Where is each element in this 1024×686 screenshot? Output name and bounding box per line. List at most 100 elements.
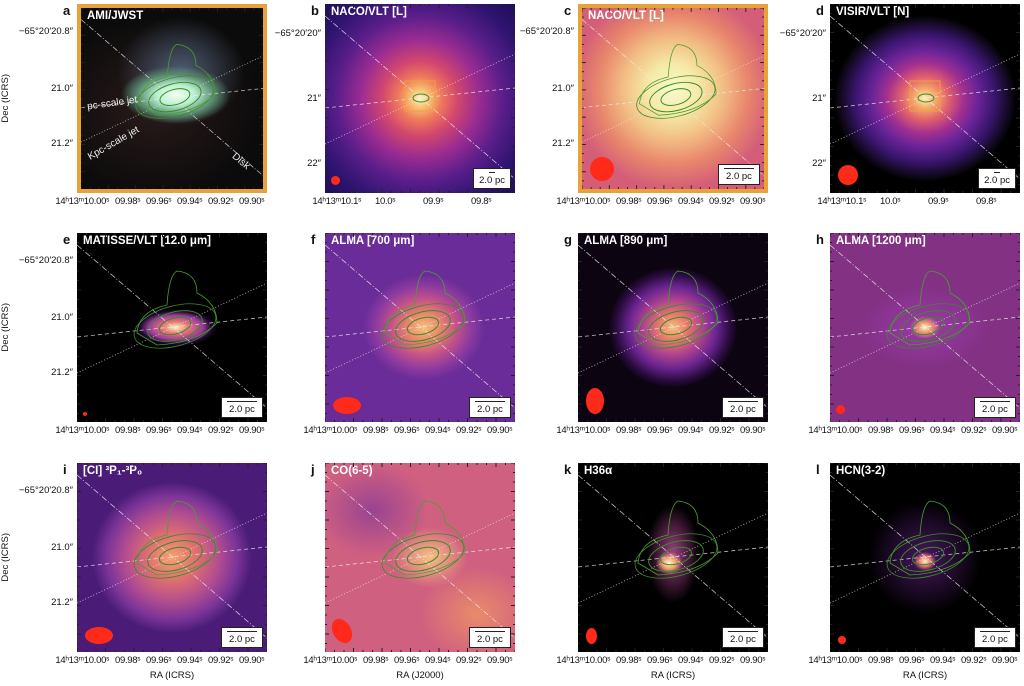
scale-bar-line (728, 401, 758, 402)
kpc-jet-line (77, 282, 267, 374)
x-tick-label: 14ʰ13ᵐ10.00ˢ (55, 196, 109, 207)
kpc-jet-line (77, 512, 267, 604)
x-tick-label: 10.0ˢ (880, 196, 901, 207)
x-tick-label: 09.90ˢ (239, 425, 265, 436)
x-tick-label: 09.98ˢ (868, 425, 894, 436)
x-tick-label: 09.9ˢ (423, 196, 444, 207)
disk-axis-line (77, 474, 267, 639)
panel-title: NACO/VLT [L] (331, 6, 407, 18)
x-tick-label: 09.90ˢ (740, 425, 766, 436)
x-axis-label: RA (ICRS) (650, 670, 696, 681)
contour (158, 546, 192, 566)
scale-bar: 2.0 pc (974, 627, 1016, 648)
x-tick-label: 09.92ˢ (208, 196, 234, 207)
contour (133, 303, 217, 349)
x-tick-label: 14ʰ13ᵐ10.00ˢ (55, 425, 109, 436)
contour (648, 540, 704, 572)
x-tick-label: 09.96ˢ (647, 425, 673, 436)
pc-jet-line (830, 316, 1020, 338)
beam-ellipse (836, 405, 845, 414)
disk-axis-line (830, 474, 1020, 639)
kpc-jet-line (830, 282, 1020, 374)
x-tick-label: 09.96ˢ (394, 425, 420, 436)
panel-title: AMI/JWST (87, 10, 144, 22)
panel-letter: i (63, 462, 67, 477)
x-tick-label: 09.92ˢ (208, 655, 234, 666)
scale-bar-line (227, 631, 257, 632)
panel-letter: j (311, 462, 315, 477)
y-axis-label: Dec (ICRS) (0, 74, 11, 123)
contour (147, 540, 203, 572)
panel-letter: d (816, 3, 824, 18)
y-tick-label: −65°20′20″ (274, 28, 321, 39)
contour (886, 533, 970, 579)
contour (406, 546, 440, 566)
contour (889, 270, 971, 346)
pc-jet-line (578, 546, 768, 568)
x-tick-label: 09.96ˢ (146, 196, 172, 207)
x-tick-label: 14ʰ13ᵐ10.1ˢ (817, 196, 866, 207)
x-tick-label: 09.96ˢ (647, 196, 673, 207)
y-tick-label: −65°20′20.8″ (18, 485, 73, 496)
x-tick-label: 09.8ˢ (976, 196, 997, 207)
contour (136, 500, 218, 576)
y-tick-label: 21.0″ (51, 83, 73, 94)
x-tick-label: 09.8ˢ (471, 196, 492, 207)
x-tick-label: 09.92ˢ (961, 425, 987, 436)
x-tick-label: 09.98ˢ (115, 425, 141, 436)
x-tick-label: 09.90ˢ (740, 196, 766, 207)
scale-bar: 2.0 pc (221, 397, 263, 418)
contour (917, 93, 935, 103)
x-tick-label: 09.98ˢ (115, 655, 141, 666)
disk-axis-line (325, 15, 515, 180)
x-tick-label: 09.96ˢ (899, 655, 925, 666)
x-tick-label: 09.92ˢ (456, 655, 482, 666)
pc-jet-line (325, 316, 515, 338)
contour (147, 310, 203, 342)
scale-bar-line (980, 631, 1010, 632)
contour (649, 81, 703, 113)
beam-ellipse (590, 157, 614, 181)
kpc-jet-line (578, 282, 768, 374)
scale-bar: 2.0 pc (722, 397, 764, 418)
image-panel-b: NACO/VLT [L] 2.0 pc (325, 4, 515, 193)
scale-bar: 2.0 pc (469, 627, 511, 648)
disk-axis-line (830, 244, 1020, 409)
contour-overlay (830, 15, 1020, 180)
y-tick-label: −65°20′20.8″ (18, 255, 73, 266)
panel-letter: f (311, 232, 316, 247)
contour-overlay (582, 19, 764, 176)
contour (381, 303, 465, 349)
x-tick-label: 14ʰ13ᵐ10.00ˢ (808, 425, 862, 436)
contour-overlay (325, 15, 515, 180)
x-tick-label: 09.92ˢ (709, 196, 735, 207)
scale-bar-label: 2.0 pc (730, 404, 756, 415)
y-axis-label: Dec (ICRS) (0, 533, 11, 582)
pc-jet-line (81, 88, 263, 108)
x-tick-label: 09.92ˢ (208, 425, 234, 436)
y-tick-label: −65°20′20″ (779, 28, 826, 39)
panel-letter: h (816, 232, 824, 247)
x-tick-label: 09.98ˢ (868, 655, 894, 666)
image-panel-l: HCN(3-2) 2.0 pc (830, 463, 1020, 652)
panel-letter: e (63, 232, 71, 247)
contour (384, 270, 466, 346)
contour (395, 540, 451, 572)
y-tick-label: 22″ (812, 158, 826, 169)
scale-bar-label: 2.0 pc (982, 404, 1008, 415)
contour (911, 546, 945, 566)
beam-ellipse (838, 165, 858, 185)
panel-title: H36α (584, 465, 613, 477)
panel-title: [CI] ³P₁-³P₀ (83, 465, 143, 477)
x-tick-label: 09.94ˢ (177, 425, 203, 436)
contour (138, 43, 216, 116)
scale-bar-line (980, 401, 1010, 402)
contour-overlay (578, 474, 768, 639)
kpc-jet-line (81, 55, 263, 143)
zoom-box (404, 80, 436, 112)
x-tick-label: 09.90ˢ (992, 425, 1018, 436)
x-tick-label: 09.90ˢ (239, 655, 265, 666)
contour (159, 88, 191, 106)
contour (412, 93, 430, 103)
x-tick-label: 09.94ˢ (678, 196, 704, 207)
